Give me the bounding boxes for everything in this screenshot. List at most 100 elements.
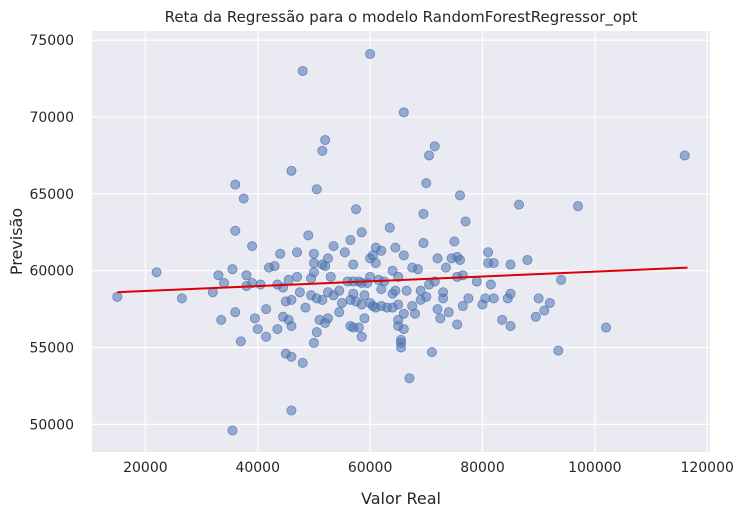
data-point xyxy=(311,327,322,338)
data-point xyxy=(247,241,258,252)
data-point xyxy=(454,254,465,265)
data-point xyxy=(553,345,564,356)
data-point xyxy=(483,247,494,258)
data-point xyxy=(435,313,446,324)
data-point xyxy=(539,305,550,316)
data-point xyxy=(370,258,381,269)
data-point xyxy=(294,287,305,298)
y-tick-label: 75000 xyxy=(29,33,74,49)
data-point xyxy=(426,347,437,358)
data-point xyxy=(275,248,286,259)
x-axis-label: Valor Real xyxy=(361,489,441,508)
y-axis-ticks: 50000 55000 60000 65000 70000 75000 xyxy=(29,33,74,433)
data-point xyxy=(432,253,443,264)
data-point xyxy=(460,216,471,227)
data-point xyxy=(421,291,432,302)
data-point xyxy=(286,165,297,176)
data-point xyxy=(353,322,364,333)
data-point xyxy=(533,293,544,304)
data-point xyxy=(230,307,241,318)
data-point xyxy=(356,299,367,310)
y-tick-label: 60000 xyxy=(29,264,74,280)
data-point xyxy=(272,324,283,335)
data-point xyxy=(454,190,465,201)
regression-line xyxy=(117,266,688,294)
data-point xyxy=(238,193,249,204)
data-point xyxy=(401,285,412,296)
data-point xyxy=(679,150,690,161)
y-tick-label: 55000 xyxy=(29,341,74,357)
data-point xyxy=(219,277,230,288)
data-point xyxy=(337,297,348,308)
x-tick-label: 120000 xyxy=(680,460,733,476)
data-point xyxy=(457,270,468,281)
data-point xyxy=(325,271,336,282)
plot-area xyxy=(92,31,710,452)
data-point xyxy=(230,179,241,190)
data-point xyxy=(255,279,266,290)
data-point xyxy=(471,276,482,287)
data-point xyxy=(356,331,367,342)
data-point xyxy=(249,313,260,324)
data-point xyxy=(432,304,443,315)
data-point xyxy=(398,107,409,118)
data-point xyxy=(286,321,297,332)
data-point xyxy=(572,201,583,212)
data-point xyxy=(522,254,533,265)
data-point xyxy=(261,304,272,315)
data-point xyxy=(286,405,297,416)
data-point xyxy=(176,293,187,304)
data-point xyxy=(365,271,376,282)
data-point xyxy=(348,259,359,270)
data-point xyxy=(480,293,491,304)
data-point xyxy=(297,357,308,368)
data-point xyxy=(322,253,333,264)
data-point xyxy=(292,271,303,282)
data-point xyxy=(421,178,432,189)
data-point xyxy=(530,311,541,322)
data-point xyxy=(311,184,322,195)
data-point xyxy=(334,307,345,318)
x-tick-label: 60000 xyxy=(348,460,393,476)
y-tick-label: 50000 xyxy=(29,417,74,433)
data-point xyxy=(556,274,567,285)
data-point xyxy=(505,259,516,270)
data-point xyxy=(418,238,429,249)
data-point xyxy=(457,301,468,312)
data-point xyxy=(300,302,311,313)
data-point xyxy=(297,65,308,76)
data-point xyxy=(317,294,328,305)
data-point xyxy=(227,425,238,436)
data-point xyxy=(308,258,319,269)
data-point xyxy=(390,285,401,296)
y-axis-label: Previsão xyxy=(7,208,26,275)
data-point xyxy=(601,322,612,333)
data-point xyxy=(505,321,516,332)
data-point xyxy=(252,324,263,335)
data-point xyxy=(424,150,435,161)
x-tick-label: 80000 xyxy=(460,460,505,476)
x-tick-label: 20000 xyxy=(123,460,168,476)
data-point xyxy=(230,225,241,236)
data-point xyxy=(505,288,516,299)
data-point xyxy=(308,267,319,278)
data-point xyxy=(339,247,350,258)
data-point xyxy=(317,145,328,156)
data-point xyxy=(359,290,370,301)
data-point xyxy=(463,293,474,304)
data-point xyxy=(216,314,227,325)
data-point xyxy=(449,236,460,247)
data-point xyxy=(440,262,451,273)
data-point xyxy=(241,270,252,281)
data-point xyxy=(283,274,294,285)
data-point xyxy=(151,267,162,278)
data-point xyxy=(286,351,297,362)
data-point xyxy=(429,141,440,152)
data-point xyxy=(261,331,272,342)
x-tick-label: 100000 xyxy=(568,460,621,476)
data-point xyxy=(452,319,463,330)
data-point xyxy=(393,299,404,310)
y-tick-label: 65000 xyxy=(29,187,74,203)
data-point xyxy=(308,337,319,348)
